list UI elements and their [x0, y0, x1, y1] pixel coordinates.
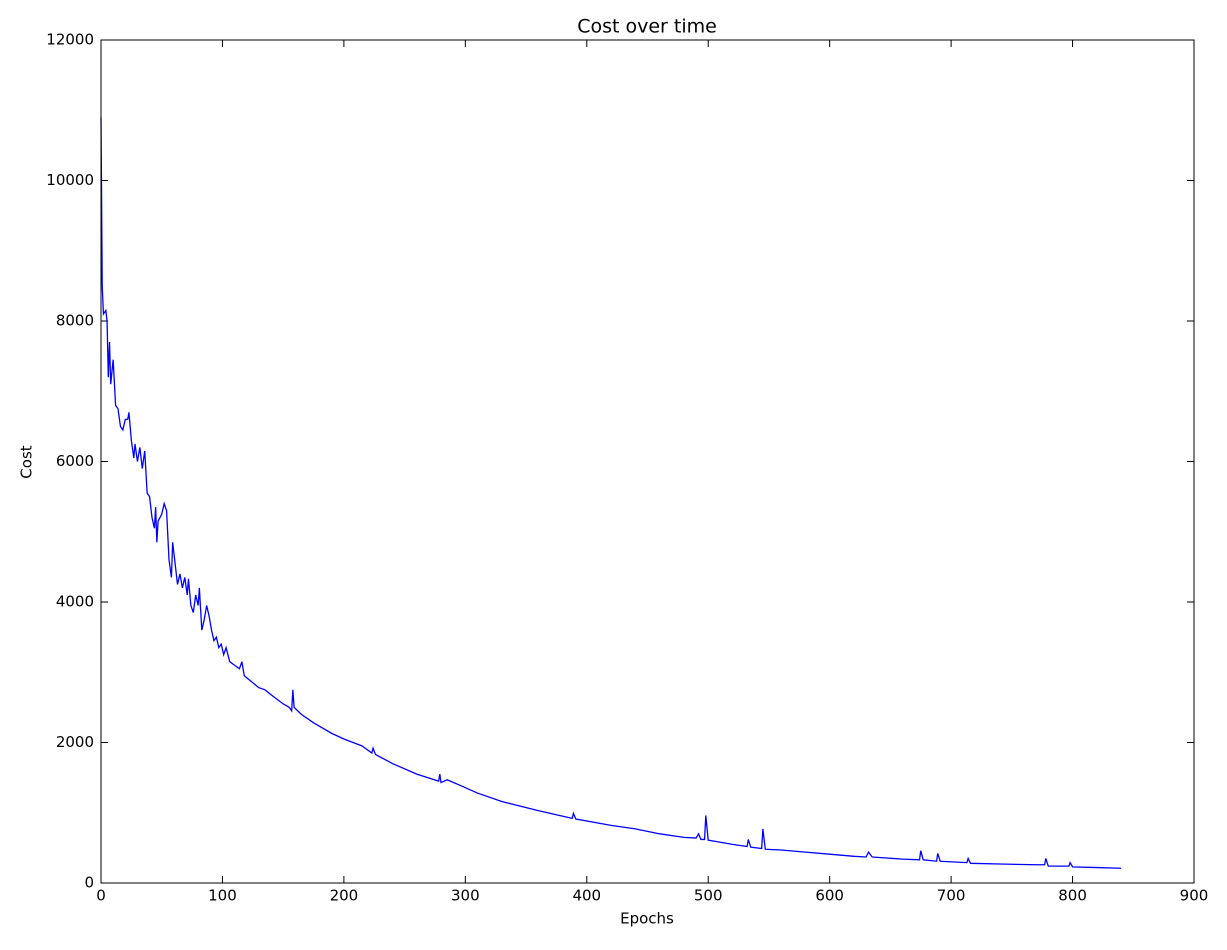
y-tick-label: 10000 [46, 171, 94, 189]
x-tick-label: 300 [451, 887, 480, 905]
y-tick-label: 2000 [56, 733, 94, 751]
plot-frame [100, 39, 1195, 884]
x-tick-label: 0 [96, 887, 106, 905]
x-tick-label: 400 [572, 887, 601, 905]
x-tick-label: 900 [1180, 887, 1209, 905]
y-tick-label: 4000 [56, 593, 94, 611]
x-tick-label: 600 [815, 887, 844, 905]
x-tick-label: 500 [694, 887, 723, 905]
x-axis-label: Epochs [620, 910, 674, 928]
x-tick-label: 700 [937, 887, 966, 905]
y-tick-label: 0 [84, 874, 94, 892]
x-tick-label: 800 [1058, 887, 1087, 905]
x-tick-label: 200 [330, 887, 359, 905]
x-tick-label: 100 [208, 887, 237, 905]
data-line [100, 117, 1122, 869]
y-tick-label: 8000 [56, 312, 94, 330]
y-axis-label: Cost [18, 445, 36, 478]
chart-title: Cost over time [577, 16, 717, 38]
y-tick-label: 12000 [46, 31, 94, 49]
y-tick-label: 6000 [56, 452, 94, 470]
